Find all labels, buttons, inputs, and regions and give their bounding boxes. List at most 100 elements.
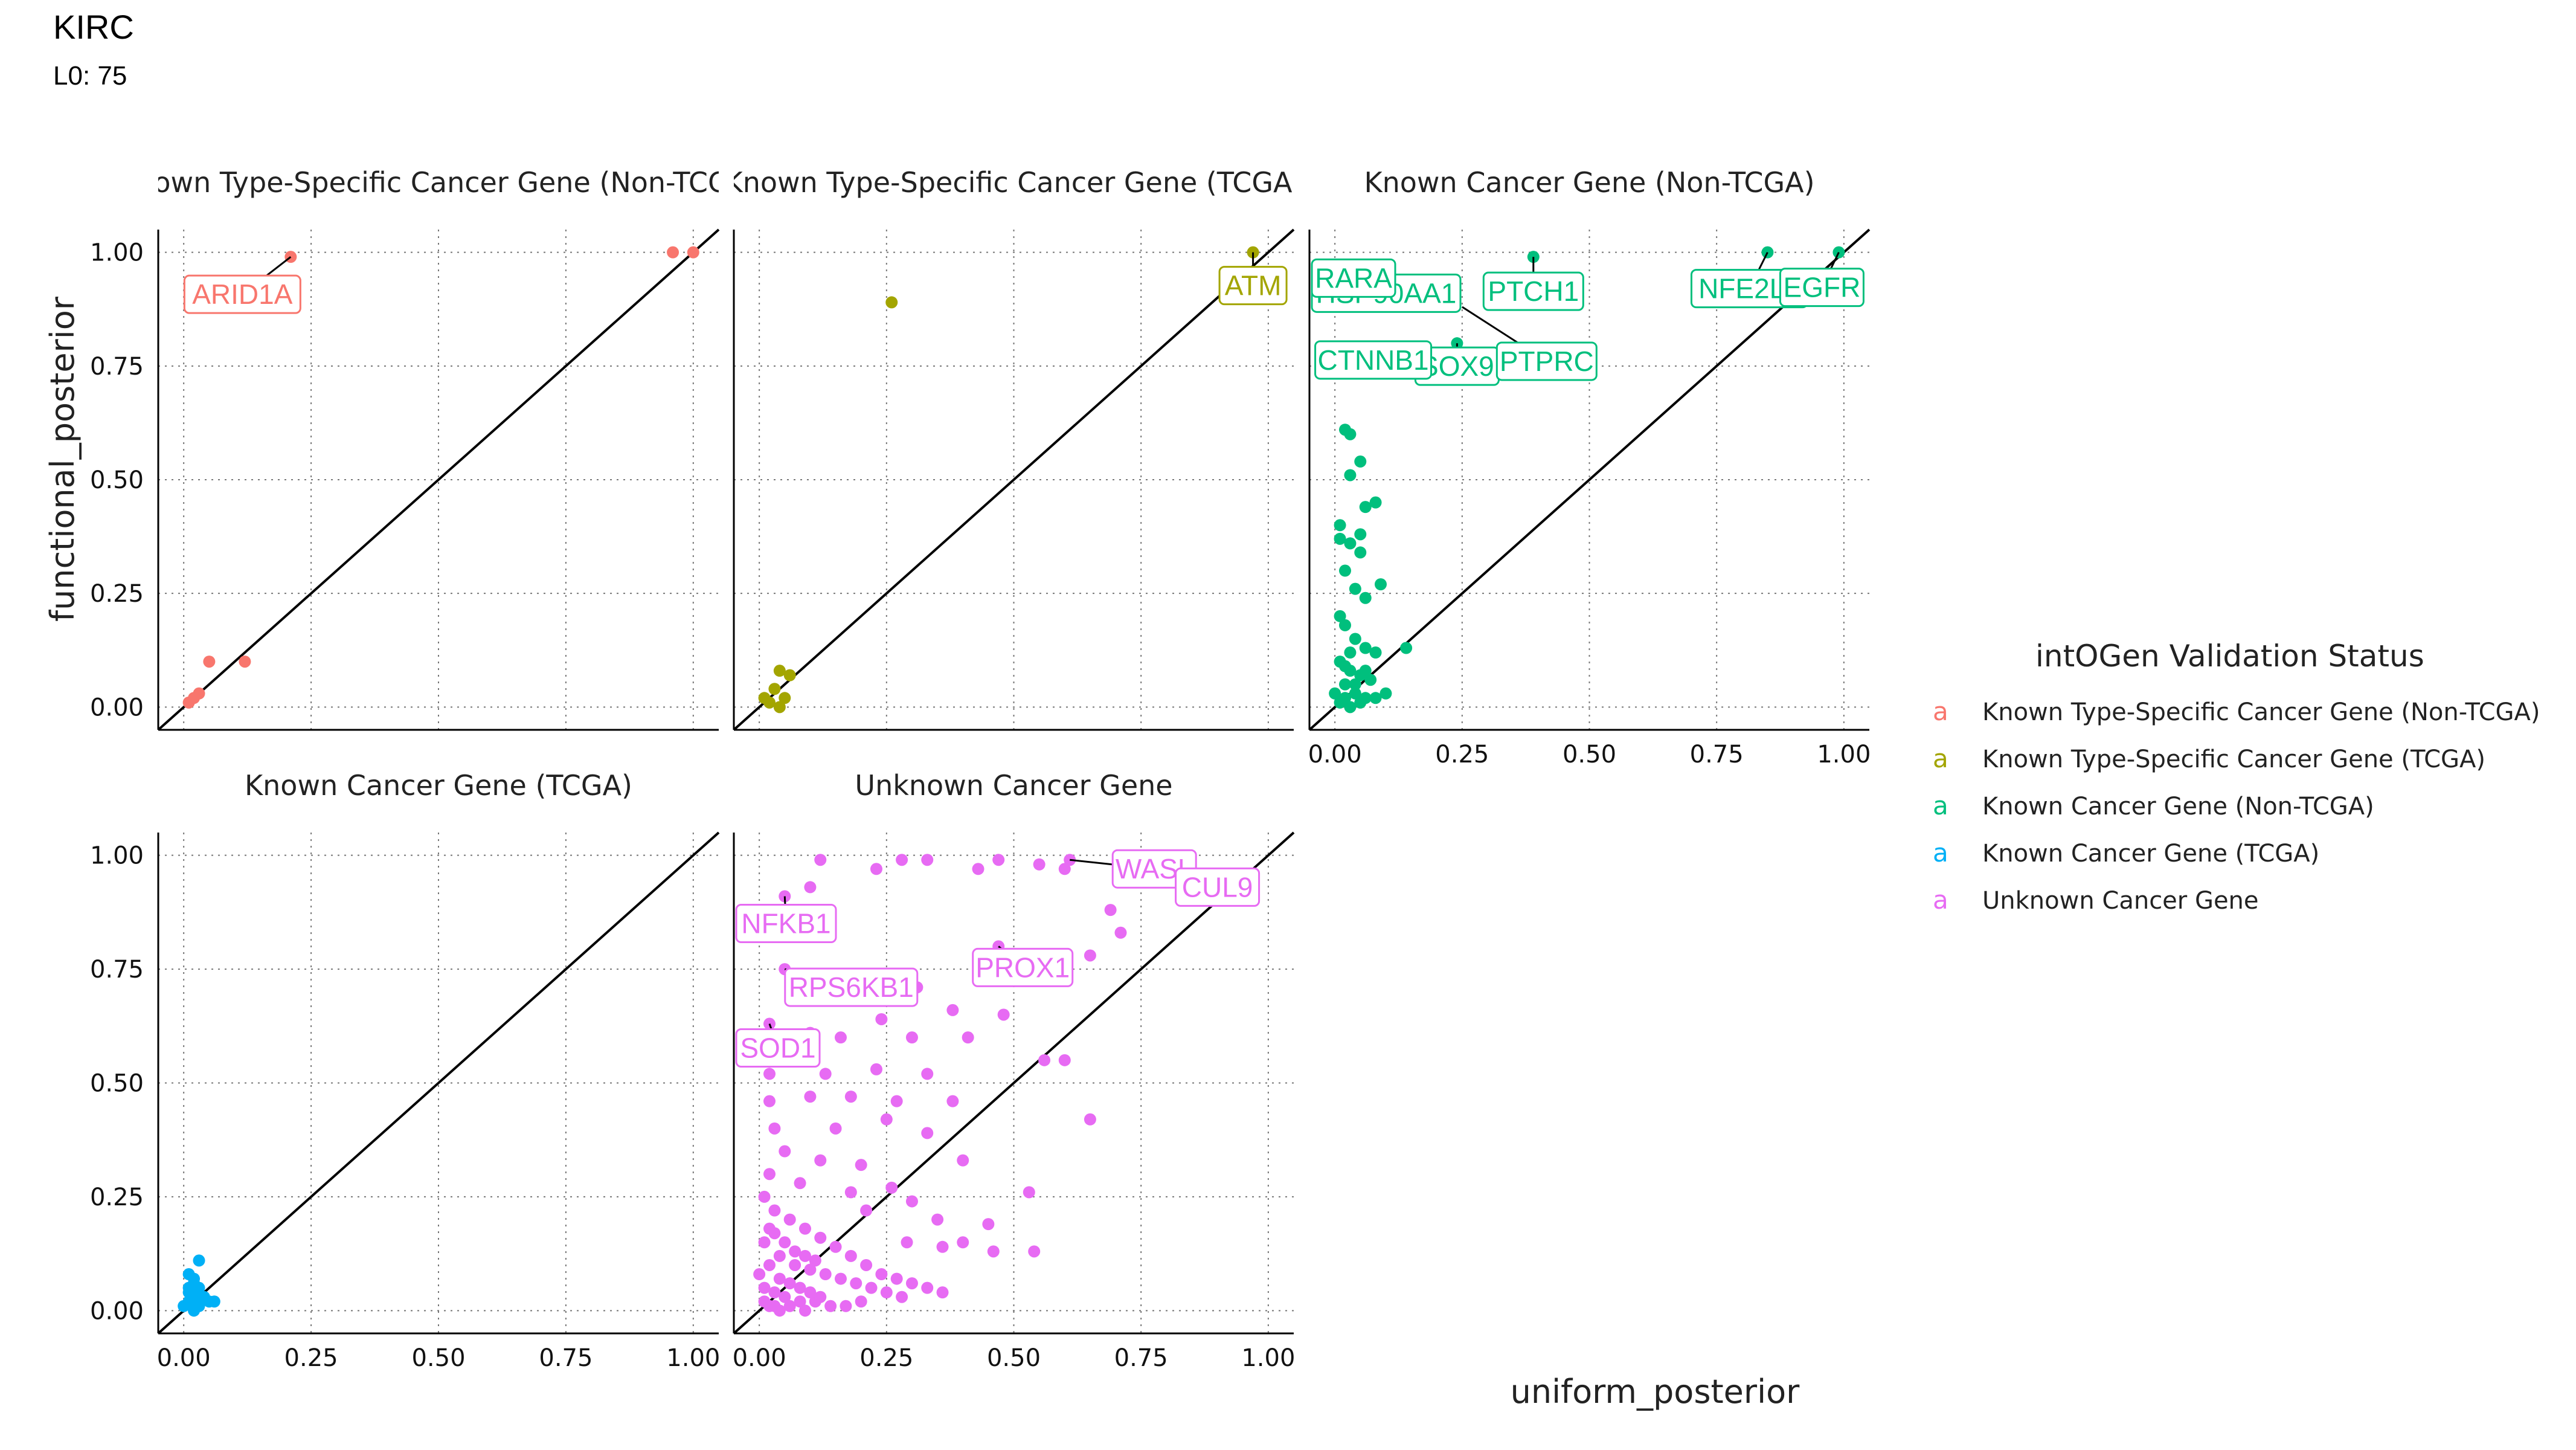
x-tick-label: 1.00	[1817, 741, 1871, 768]
data-point	[1344, 646, 1357, 659]
x-tick-label: 0.50	[411, 1344, 465, 1372]
data-point	[1354, 696, 1367, 709]
gene-label-box	[183, 274, 301, 314]
legend-item-label: Known Type-Specific Cancer Gene (TCGA)	[1982, 746, 2485, 773]
x-tick-label: 0.25	[1435, 741, 1489, 768]
data-point	[794, 1177, 806, 1190]
data-point	[239, 656, 251, 668]
legend-key-glyph: a	[1933, 744, 1948, 773]
data-point	[779, 1236, 791, 1249]
data-point	[885, 1181, 898, 1194]
data-point	[779, 1290, 791, 1303]
data-point	[1084, 1113, 1096, 1126]
plot-subtitle: L0: 75	[53, 61, 127, 91]
data-point	[753, 1268, 766, 1281]
data-point	[1349, 678, 1361, 691]
data-point	[962, 1031, 974, 1044]
data-point	[768, 1204, 781, 1217]
data-point	[840, 1300, 852, 1312]
data-point	[855, 1295, 867, 1308]
gene-label-box	[1311, 258, 1396, 298]
data-point	[1359, 665, 1372, 677]
gene-label: SOX9	[1420, 350, 1494, 382]
data-point	[1344, 469, 1357, 482]
data-point	[1344, 428, 1357, 440]
data-point	[814, 1290, 827, 1303]
data-point	[768, 1227, 781, 1240]
data-point	[804, 1263, 817, 1276]
data-point	[758, 1295, 771, 1308]
data-point	[1084, 949, 1096, 962]
data-point	[1038, 1054, 1051, 1066]
gene-label-box	[735, 904, 837, 944]
data-point	[875, 1268, 888, 1281]
data-point	[987, 1245, 1000, 1258]
data-point	[783, 1277, 796, 1290]
x-tick-label: 1.00	[666, 1344, 720, 1372]
data-point	[855, 1159, 867, 1171]
data-point	[972, 863, 984, 875]
data-point	[773, 665, 786, 677]
x-tick-label: 0.75	[539, 1344, 593, 1372]
data-point	[1349, 582, 1361, 595]
plot-title: KIRC	[53, 8, 134, 46]
data-point	[860, 1204, 873, 1217]
x-tick-label: 0.00	[733, 1344, 786, 1372]
legend-item-label: Known Cancer Gene (Non-TCGA)	[1982, 793, 2374, 820]
data-point	[768, 1122, 781, 1135]
facet-strip-label: Known Type-Specific Cancer Gene (Non-TCG…	[118, 166, 759, 199]
data-point	[758, 1236, 771, 1249]
x-tick-label: 0.50	[1563, 741, 1616, 768]
data-point	[870, 1063, 882, 1075]
data-point	[1334, 610, 1346, 622]
data-point	[798, 1304, 811, 1317]
facet-panel: Known Type-Specific Cancer Gene (Non-TCG…	[90, 166, 759, 731]
legend-item-label: Known Type-Specific Cancer Gene (Non-TCG…	[1982, 698, 2540, 726]
y-tick-label: 0.75	[90, 353, 144, 381]
facet-strip-label: Unknown Cancer Gene	[855, 769, 1172, 802]
gene-label: RPS6KB1	[789, 971, 914, 1003]
data-point	[921, 1127, 934, 1139]
data-point	[896, 1290, 908, 1303]
data-point	[1354, 528, 1367, 541]
data-point	[814, 1154, 827, 1167]
gene-label: ARID1A	[192, 279, 292, 310]
x-tick-label: 0.25	[859, 1344, 913, 1372]
data-point	[860, 1258, 873, 1271]
data-point	[794, 1281, 806, 1294]
data-point	[905, 1277, 918, 1290]
data-point	[1334, 532, 1346, 545]
data-point	[1354, 455, 1367, 468]
facet-strip-label: Known Cancer Gene (Non-TCGA)	[1364, 166, 1814, 199]
y-tick-label: 0.00	[90, 1297, 144, 1325]
data-point	[905, 1031, 918, 1044]
data-point	[901, 1236, 913, 1249]
gene-label-box	[1218, 266, 1288, 306]
data-point	[1369, 646, 1382, 659]
data-point	[1364, 674, 1377, 686]
data-point	[208, 1295, 220, 1308]
data-point	[905, 1195, 918, 1208]
data-point	[936, 1240, 949, 1253]
data-point	[783, 669, 796, 682]
data-point	[1359, 591, 1372, 604]
data-point	[1344, 701, 1357, 714]
data-point	[1380, 687, 1392, 700]
data-point	[809, 1254, 821, 1267]
data-point	[1374, 578, 1387, 591]
reference-line	[157, 831, 720, 1335]
x-tick-label: 0.00	[157, 1344, 211, 1372]
data-point	[1359, 642, 1372, 654]
data-point	[1359, 501, 1372, 514]
data-point	[1338, 678, 1351, 691]
data-point	[819, 1268, 832, 1281]
x-tick-label: 0.25	[284, 1344, 338, 1372]
data-point	[763, 1258, 776, 1271]
data-point	[1400, 642, 1413, 654]
data-point	[188, 1304, 201, 1317]
data-point	[783, 1213, 796, 1226]
y-tick-label: 0.00	[90, 694, 144, 721]
gene-label: PTCH1	[1488, 276, 1579, 307]
data-point	[1349, 633, 1361, 645]
data-point	[193, 1281, 205, 1294]
